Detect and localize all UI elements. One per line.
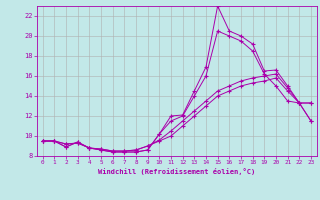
X-axis label: Windchill (Refroidissement éolien,°C): Windchill (Refroidissement éolien,°C)	[98, 168, 255, 175]
